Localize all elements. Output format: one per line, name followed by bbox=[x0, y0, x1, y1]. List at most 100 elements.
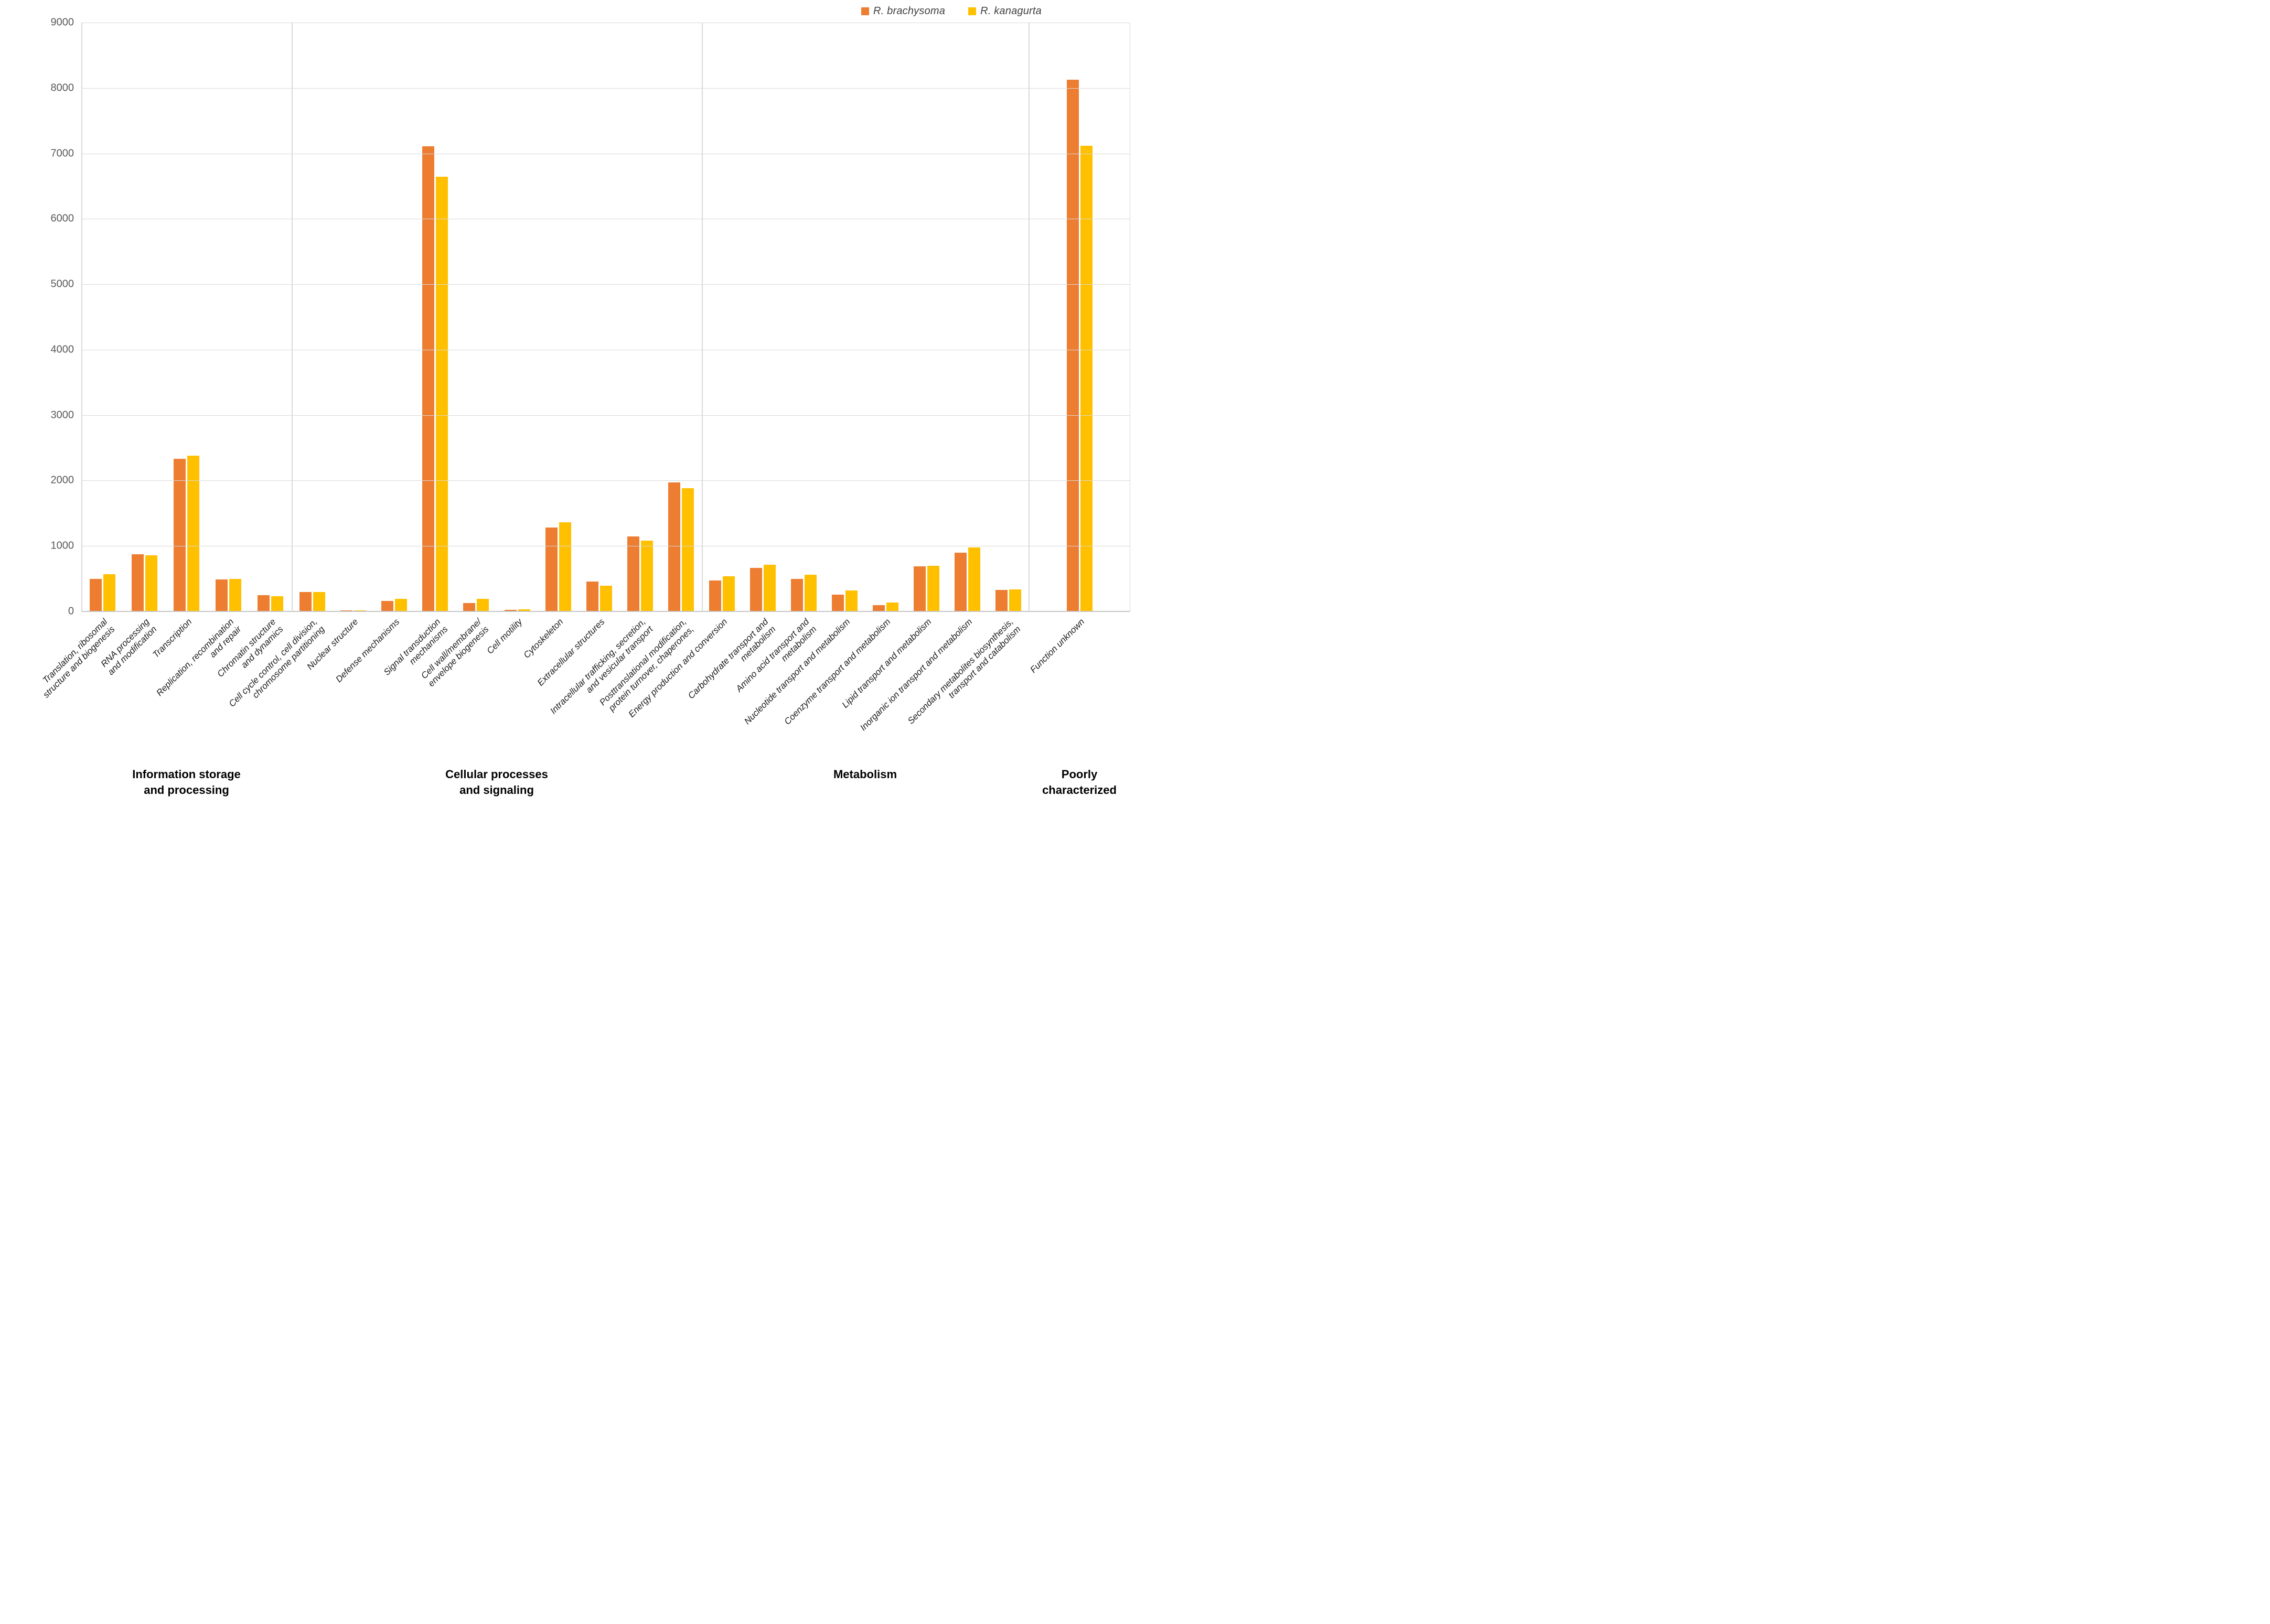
bar-group bbox=[1029, 23, 1130, 611]
bar-brachysoma-10 bbox=[504, 609, 517, 611]
category-label: Translation, ribosomal structure and bio… bbox=[40, 617, 117, 700]
category-slot bbox=[865, 23, 906, 611]
category-slot bbox=[702, 23, 743, 611]
bar-kanagurta-2 bbox=[187, 456, 199, 611]
bar-kanagurta-7 bbox=[395, 598, 407, 611]
bar-kanagurta-13 bbox=[641, 541, 654, 611]
bar-kanagurta-14 bbox=[682, 488, 694, 611]
legend-swatch-kanagurta-icon bbox=[968, 7, 977, 15]
bar-kanagurta-22 bbox=[1009, 589, 1021, 611]
bar-brachysoma-11 bbox=[545, 528, 558, 611]
bars-container bbox=[81, 23, 1130, 611]
group-separator-line bbox=[702, 23, 703, 611]
group-label: Information storage and processing bbox=[132, 768, 241, 797]
y-tick-label: 0 bbox=[68, 605, 74, 617]
legend-item-kanagurta: R. kanagurta bbox=[968, 5, 1042, 17]
group-separator-line bbox=[1129, 23, 1130, 611]
bar-kanagurta-10 bbox=[518, 609, 530, 611]
bar-brachysoma-3 bbox=[216, 579, 228, 611]
bar-kanagurta-17 bbox=[805, 575, 817, 611]
legend-swatch-brachysoma-icon bbox=[861, 7, 869, 15]
gridline bbox=[81, 480, 1130, 481]
y-tick-label: 7000 bbox=[50, 147, 74, 159]
bar-brachysoma-9 bbox=[463, 603, 476, 611]
bar-kanagurta-9 bbox=[477, 599, 489, 611]
y-tick-label: 5000 bbox=[50, 278, 74, 290]
category-slot bbox=[415, 23, 456, 611]
category-slot bbox=[579, 23, 619, 611]
category-slot bbox=[906, 23, 947, 611]
category-slot bbox=[208, 23, 250, 611]
bar-brachysoma-0 bbox=[89, 578, 102, 611]
bar-brachysoma-19 bbox=[872, 605, 885, 611]
y-tick-label: 9000 bbox=[50, 16, 74, 28]
bar-brachysoma-5 bbox=[299, 591, 312, 611]
gridline bbox=[81, 284, 1130, 285]
group-axis-labels: Information storage and processing Cellul… bbox=[81, 767, 1130, 798]
legend-label-kanagurta: R. kanagurta bbox=[980, 5, 1042, 17]
bar-kanagurta-5 bbox=[313, 591, 325, 611]
bar-brachysoma-14 bbox=[668, 482, 681, 611]
bar-group bbox=[292, 23, 702, 611]
bar-kanagurta-19 bbox=[886, 602, 898, 611]
bar-group bbox=[702, 23, 1029, 611]
bar-kanagurta-8 bbox=[436, 177, 448, 611]
bar-brachysoma-20 bbox=[913, 566, 926, 611]
bar-brachysoma-1 bbox=[131, 554, 144, 611]
category-slot bbox=[947, 23, 988, 611]
category-label: Function unknown bbox=[1028, 617, 1087, 675]
bar-brachysoma-6 bbox=[340, 610, 352, 611]
bar-kanagurta-11 bbox=[559, 522, 571, 611]
bar-brachysoma-4 bbox=[258, 595, 270, 611]
y-axis-line bbox=[81, 23, 82, 611]
bar-kanagurta-15 bbox=[723, 576, 735, 611]
plot-area: 0 1000 2000 3000 4000 5000 6000 7000 8000 9000 bbox=[51, 17, 1130, 617]
category-slot bbox=[743, 23, 784, 611]
bar-kanagurta-20 bbox=[927, 565, 939, 611]
group-label: Cellular processes and signaling bbox=[445, 768, 548, 797]
category-slot bbox=[123, 23, 165, 611]
x-axis-line bbox=[81, 611, 1130, 612]
category-slot bbox=[292, 23, 333, 611]
group-separator-line bbox=[1029, 23, 1030, 611]
bar-brachysoma-16 bbox=[750, 568, 763, 611]
group-separator-line bbox=[292, 23, 293, 611]
bar-brachysoma-21 bbox=[954, 552, 967, 611]
bar-brachysoma-12 bbox=[586, 581, 599, 611]
bar-brachysoma-7 bbox=[381, 601, 393, 611]
bar-brachysoma-23 bbox=[1066, 79, 1079, 611]
category-slot bbox=[497, 23, 538, 611]
gridline bbox=[81, 415, 1130, 416]
category-slot bbox=[784, 23, 825, 611]
category-slot bbox=[456, 23, 497, 611]
y-tick-label: 4000 bbox=[50, 343, 74, 356]
cog-comparison-bar-chart: R. brachysoma R. kanagurta 0 1000 2000 3000… bbox=[0, 0, 1135, 812]
gridline bbox=[81, 88, 1130, 89]
bar-brachysoma-15 bbox=[709, 580, 722, 611]
y-tick-label: 1000 bbox=[50, 540, 74, 552]
category-slot bbox=[250, 23, 292, 611]
y-tick-label: 8000 bbox=[50, 82, 74, 94]
legend: R. brachysoma R. kanagurta bbox=[861, 5, 1042, 17]
category-slot bbox=[1029, 23, 1130, 611]
bar-kanagurta-1 bbox=[145, 555, 157, 611]
bar-brachysoma-17 bbox=[791, 578, 804, 611]
bar-kanagurta-4 bbox=[271, 596, 284, 611]
bar-kanagurta-0 bbox=[103, 574, 115, 611]
category-slot bbox=[333, 23, 373, 611]
bar-kanagurta-18 bbox=[845, 590, 858, 611]
bar-brachysoma-8 bbox=[422, 146, 435, 611]
bar-brachysoma-13 bbox=[627, 536, 640, 611]
bar-kanagurta-16 bbox=[764, 565, 776, 611]
y-tick-label: 6000 bbox=[50, 212, 74, 224]
bar-brachysoma-22 bbox=[995, 589, 1008, 611]
category-slot bbox=[825, 23, 865, 611]
group-label: Metabolism bbox=[833, 768, 897, 781]
bar-kanagurta-3 bbox=[229, 578, 242, 611]
bar-kanagurta-21 bbox=[968, 547, 980, 611]
category-slot bbox=[165, 23, 207, 611]
category-slot bbox=[988, 23, 1029, 611]
bar-kanagurta-23 bbox=[1080, 145, 1093, 611]
category-slot bbox=[81, 23, 123, 611]
category-slot bbox=[373, 23, 414, 611]
